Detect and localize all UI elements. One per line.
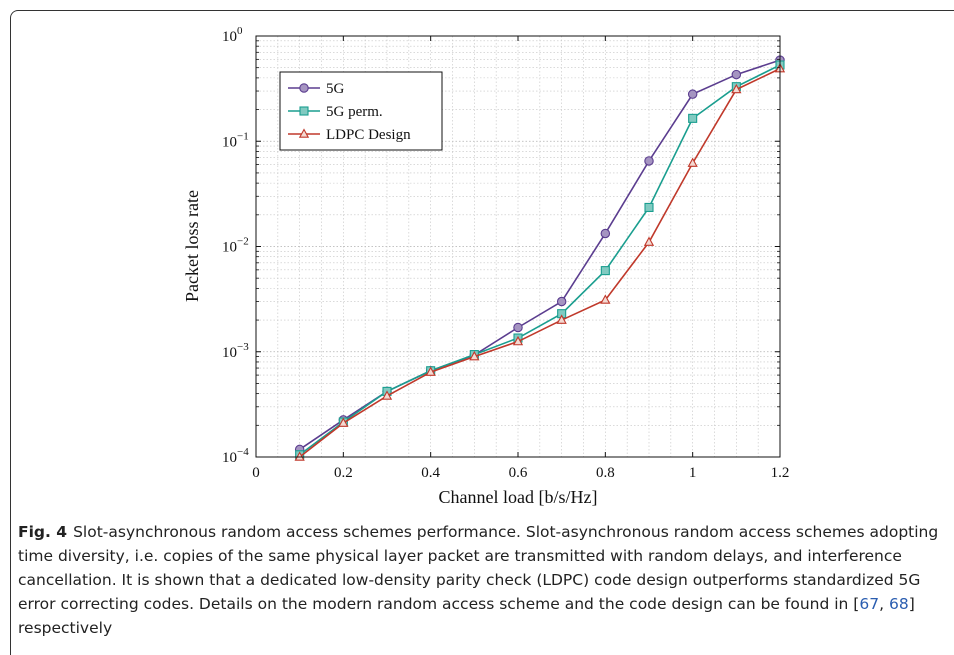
data-point-5g: [513, 322, 523, 333]
legend: 5G 5G perm. LDPC Design: [279, 71, 443, 151]
legend-marker-5g-perm: [299, 106, 309, 116]
series-line-5g-perm: [299, 64, 781, 456]
x-axis-label: Channel load [b/s/Hz]: [439, 487, 598, 507]
legend-label-ldpc-design: LDPC Design: [326, 127, 411, 143]
data-point-ldpc-design: [687, 157, 698, 167]
figure-caption: Fig. 4 Slot-asynchronous random access sc…: [18, 520, 943, 640]
data-point-ldpc-design: [469, 350, 480, 361]
x-tick-label: 0.2: [334, 465, 353, 481]
y-tick-label: 100: [222, 25, 243, 45]
data-point-5g-perm: [688, 113, 698, 123]
y-tick-label: 10−1: [222, 130, 249, 150]
data-point-5g-perm: [644, 202, 654, 212]
data-point-ldpc-design: [425, 366, 436, 376]
series-group: [294, 55, 786, 461]
citation-link-68[interactable]: 68: [888, 595, 909, 613]
series-ldpc-design: [294, 62, 786, 461]
x-tick-label: 0: [252, 465, 260, 481]
axes: 0 0.2 0.4 0.6 0.8 1 1.2 100 10−1 10−2 10−3 10−4: [222, 25, 789, 481]
legend-marker-ldpc-design: [298, 128, 310, 138]
data-point-ldpc-design: [643, 236, 655, 246]
x-tick-label: 1: [689, 465, 697, 481]
data-point-ldpc-design: [381, 390, 393, 400]
data-point-ldpc-design: [556, 314, 567, 324]
page-border-corner: [10, 10, 18, 18]
caption-text: Slot-asynchronous random access schemes …: [18, 523, 939, 613]
data-point-5g: [687, 89, 698, 99]
citation-link-67[interactable]: 67: [859, 595, 880, 613]
figure-label: Fig. 4: [18, 523, 68, 541]
series-line-ldpc-design: [299, 67, 781, 458]
legend-marker-5g: [299, 83, 309, 93]
data-point-5g-perm: [600, 266, 610, 276]
data-point-5g: [600, 228, 611, 239]
data-point-ldpc-design: [600, 294, 611, 304]
data-point-ldpc-design: [731, 83, 742, 94]
y-tick-label: 10−4: [222, 446, 249, 466]
data-point-ldpc-design: [512, 335, 524, 346]
legend-label-5g: 5G: [326, 81, 345, 97]
caption-text-end: ] respectively: [18, 595, 915, 637]
data-point-ldpc-design: [294, 451, 305, 461]
data-point-5g: [731, 69, 742, 80]
data-point-ldpc-design: [338, 417, 349, 427]
legend-label-5g-perm: 5G perm.: [326, 104, 383, 120]
page-border-top: [18, 10, 954, 11]
x-tick-label: 1.2: [771, 465, 790, 481]
x-tick-label: 0.6: [509, 465, 528, 481]
data-point-5g: [644, 156, 654, 166]
data-point-5g: [556, 296, 567, 307]
y-tick-label: 10−2: [222, 236, 249, 256]
y-tick-label: 10−3: [222, 341, 249, 361]
x-tick-label: 0.4: [421, 465, 440, 481]
grid: [255, 35, 781, 458]
page-border-left: [10, 18, 11, 655]
y-axis-label: Packet loss rate: [182, 190, 202, 302]
x-tick-label: 0.8: [596, 465, 615, 481]
citation-separator: ,: [879, 595, 889, 613]
